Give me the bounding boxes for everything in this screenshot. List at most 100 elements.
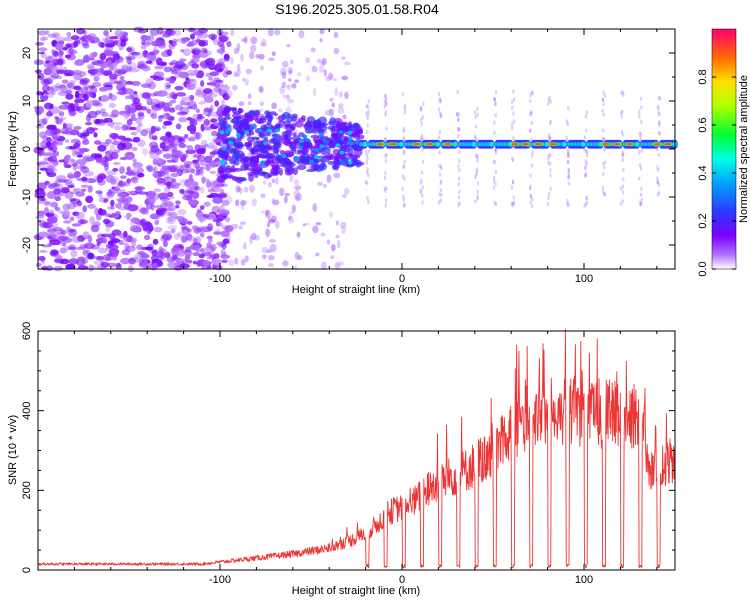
spectrogram-cell [602,143,610,146]
spectrogram-cell [129,222,135,226]
spectrogram-cell [102,160,110,168]
spectrogram-cell [567,174,570,180]
spectrogram-cell [620,90,623,96]
spectrogram-cell [512,201,515,206]
spectrogram-cell [163,66,172,73]
spectrogram-cell [148,55,157,61]
spectrogram-cell [66,31,72,37]
spectrogram-cell [161,233,173,241]
spectrogram-cell [342,114,347,120]
spectrogram-cell [152,171,158,176]
spectrogram-cell [232,84,238,91]
spectrogram-cell [278,168,283,176]
spectrogram-cell [403,103,407,108]
spectrogram-cell [113,186,121,192]
spectrogram-cell [639,132,643,137]
spectrogram-cell [133,52,145,59]
spectrogram-cell [218,57,226,64]
spectrogram-cell [200,123,205,132]
spectrogram-cell [100,61,106,70]
spectrogram-cell [88,92,97,98]
spectrogram-cell [185,169,190,174]
spectrogram-cell [510,156,514,161]
spectrogram-cell [92,39,101,44]
spectrogram-cell [202,260,211,267]
spectrogram-cell [90,99,101,106]
spectrogram-cell [224,129,230,134]
spectrogram-cell [95,118,105,124]
spectrogram-cell [511,157,515,163]
spectrogram-cell [145,98,152,103]
spectrogram-cell [38,47,48,52]
spectrogram-cell [225,70,233,75]
spectrogram-cell [549,168,552,173]
spectrogram-cell [235,127,241,133]
spectrogram-cell [133,26,144,33]
spectrogram-cell [114,39,122,47]
spectrogram-cell [260,160,266,165]
colorbar-tick-label: 0.4 [697,165,709,180]
spectrogram-cell [62,46,68,51]
spectrogram-cell [172,93,178,100]
spectrogram-cell [37,30,48,36]
spectrogram-cell [235,73,240,77]
spectrogram-cell [35,262,42,268]
spectrogram-cell [218,121,228,126]
spectrogram-cell [130,131,138,136]
spectrogram-cell [117,192,128,198]
spectrogram-cell [141,39,146,45]
spectrogram-cell [178,71,190,79]
spectrogram-cell [135,125,141,134]
spectrogram-cell [474,124,478,129]
spectrogram-cell [226,90,233,98]
spectrogram-cell [87,203,96,209]
colorbar-tick-label: 0.8 [697,69,709,84]
spectrogram-cell [139,207,149,215]
spectrogram-cell [384,188,387,193]
spectrogram-cell [85,157,95,162]
spectrogram-cell [195,169,203,175]
spectrogram-cell [333,172,341,179]
spectrogram-cell [209,181,219,189]
spectrogram-cell [93,75,100,82]
spectrogram-cell [222,93,230,101]
spectrogram-cell [76,28,86,35]
spectrogram-cell [266,119,272,126]
spectrogram-cell [126,178,132,184]
spectrogram-cell [191,63,200,69]
snr-xlabel: Height of straight line (km) [292,585,420,597]
spectrogram-cell [232,159,240,166]
spectrogram-cell [236,70,242,74]
spectrogram-cell [133,171,143,179]
spectrogram-cell [98,41,105,48]
spectrogram-cell [177,244,185,249]
spectrogram-cell [198,253,205,259]
spectrogram-cell [143,38,152,47]
spectrogram-cell [272,147,280,155]
spectrogram-cell [640,105,643,110]
spectrogram-cell [225,195,233,204]
spectrogram-cell [512,135,515,141]
spectrogram-cell [172,251,181,256]
spectrogram-cell [259,116,269,121]
spectrogram-cell [104,163,109,172]
spectrogram-cell [103,198,108,203]
spectrogram-cell [246,144,252,151]
spectrogram-cell [193,132,203,140]
spectrogram-cell [223,173,229,180]
spectrogram-cell [54,36,66,43]
spectrogram-cell [583,166,587,171]
spectrogram-cell [110,206,115,210]
spectrogram-cell [512,119,516,124]
spectrogram-cell [208,76,213,81]
spectrogram-cell [68,47,75,55]
spectrogram-cell [567,181,571,186]
spectrogram-cell [549,136,552,141]
spectrogram-cell [341,226,346,235]
spectrogram-cell [70,249,78,258]
spectrogram-cell [177,250,186,257]
spectrogram-cell [567,152,570,157]
spectrogram-cell [111,255,118,261]
spectrogram-cell [88,264,94,272]
spectrogram-cell [547,153,550,158]
